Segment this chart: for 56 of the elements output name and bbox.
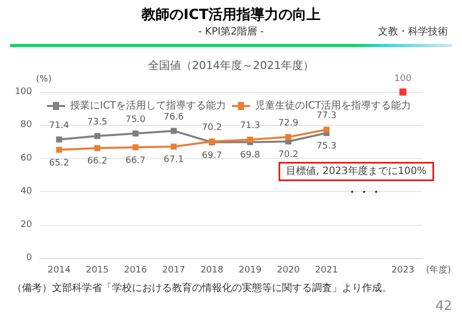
data-label: 76.6 [164,112,184,122]
chart-title: 教師のICT活用指導力の向上 [140,6,321,23]
legend-label: 授業にICTを活用して指導する能力 [70,100,226,112]
point [285,134,292,140]
data-label: 100 [394,74,412,84]
y-tick-label: 80 [20,120,32,130]
point [94,145,100,152]
data-label: 70.2 [278,150,298,160]
data-label: 70.2 [202,122,222,133]
x-tick-label: 2019 [238,266,262,276]
x-tick-label: 2015 [86,266,109,276]
point [56,146,62,153]
y-axis-title: (%) [36,74,52,84]
x-tick-label: 2014 [48,266,71,276]
y-tick-label: 60 [20,153,32,164]
point [399,88,406,96]
text: 全国値（2014年度～2021年度） [148,59,314,72]
y-tick-label: 0 [26,253,32,263]
x-tick-label: 2018 [200,266,224,276]
x-tick-label: 2016 [124,266,148,276]
point [94,132,100,139]
x-tick-label: 2021 [315,266,338,276]
data-label: 73.5 [87,117,108,128]
data-label: 75.3 [316,142,337,152]
data-label: 71.4 [49,120,70,131]
point [170,128,177,134]
y-tick-label: 20 [20,220,32,230]
data-label: 69.8 [240,150,260,161]
point [324,126,330,133]
text: 42 [435,299,452,314]
point [132,130,138,136]
x-tick-label: 2017 [162,266,186,276]
data-label: 71.3 [240,121,260,132]
data-label: 69.7 [202,150,222,161]
data-label: 77.3 [316,111,337,122]
x-tick-label: 2020 [276,266,300,276]
annotation: 目標値, 2023年度までに100% [286,165,427,177]
text: 文教・科学技術 [378,26,448,38]
chart-subtitle: - KPI第2階層 - [198,26,264,38]
point [170,144,177,150]
annotation: ・・・ [346,185,382,199]
data-label: 66.2 [87,156,108,167]
text: （備考）文部科学省「学校における教育の情報化の実態等に関する調査」より作成。 [12,282,392,294]
x-axis-title: (年度) [426,264,452,276]
y-tick-label: 40 [20,186,32,197]
y-tick-label: 100 [14,87,32,97]
data-label: 72.9 [278,118,299,128]
data-label: 75.0 [125,115,146,125]
point [247,136,254,143]
data-label: 65.2 [49,158,70,168]
data-label: 67.1 [164,155,184,166]
point [56,136,62,142]
point [132,144,138,150]
legend-label: 児童生徒のICT活用を指導する能力 [255,100,412,112]
data-label: 66.7 [125,156,146,166]
x-tick-label: 2023 [391,266,414,276]
